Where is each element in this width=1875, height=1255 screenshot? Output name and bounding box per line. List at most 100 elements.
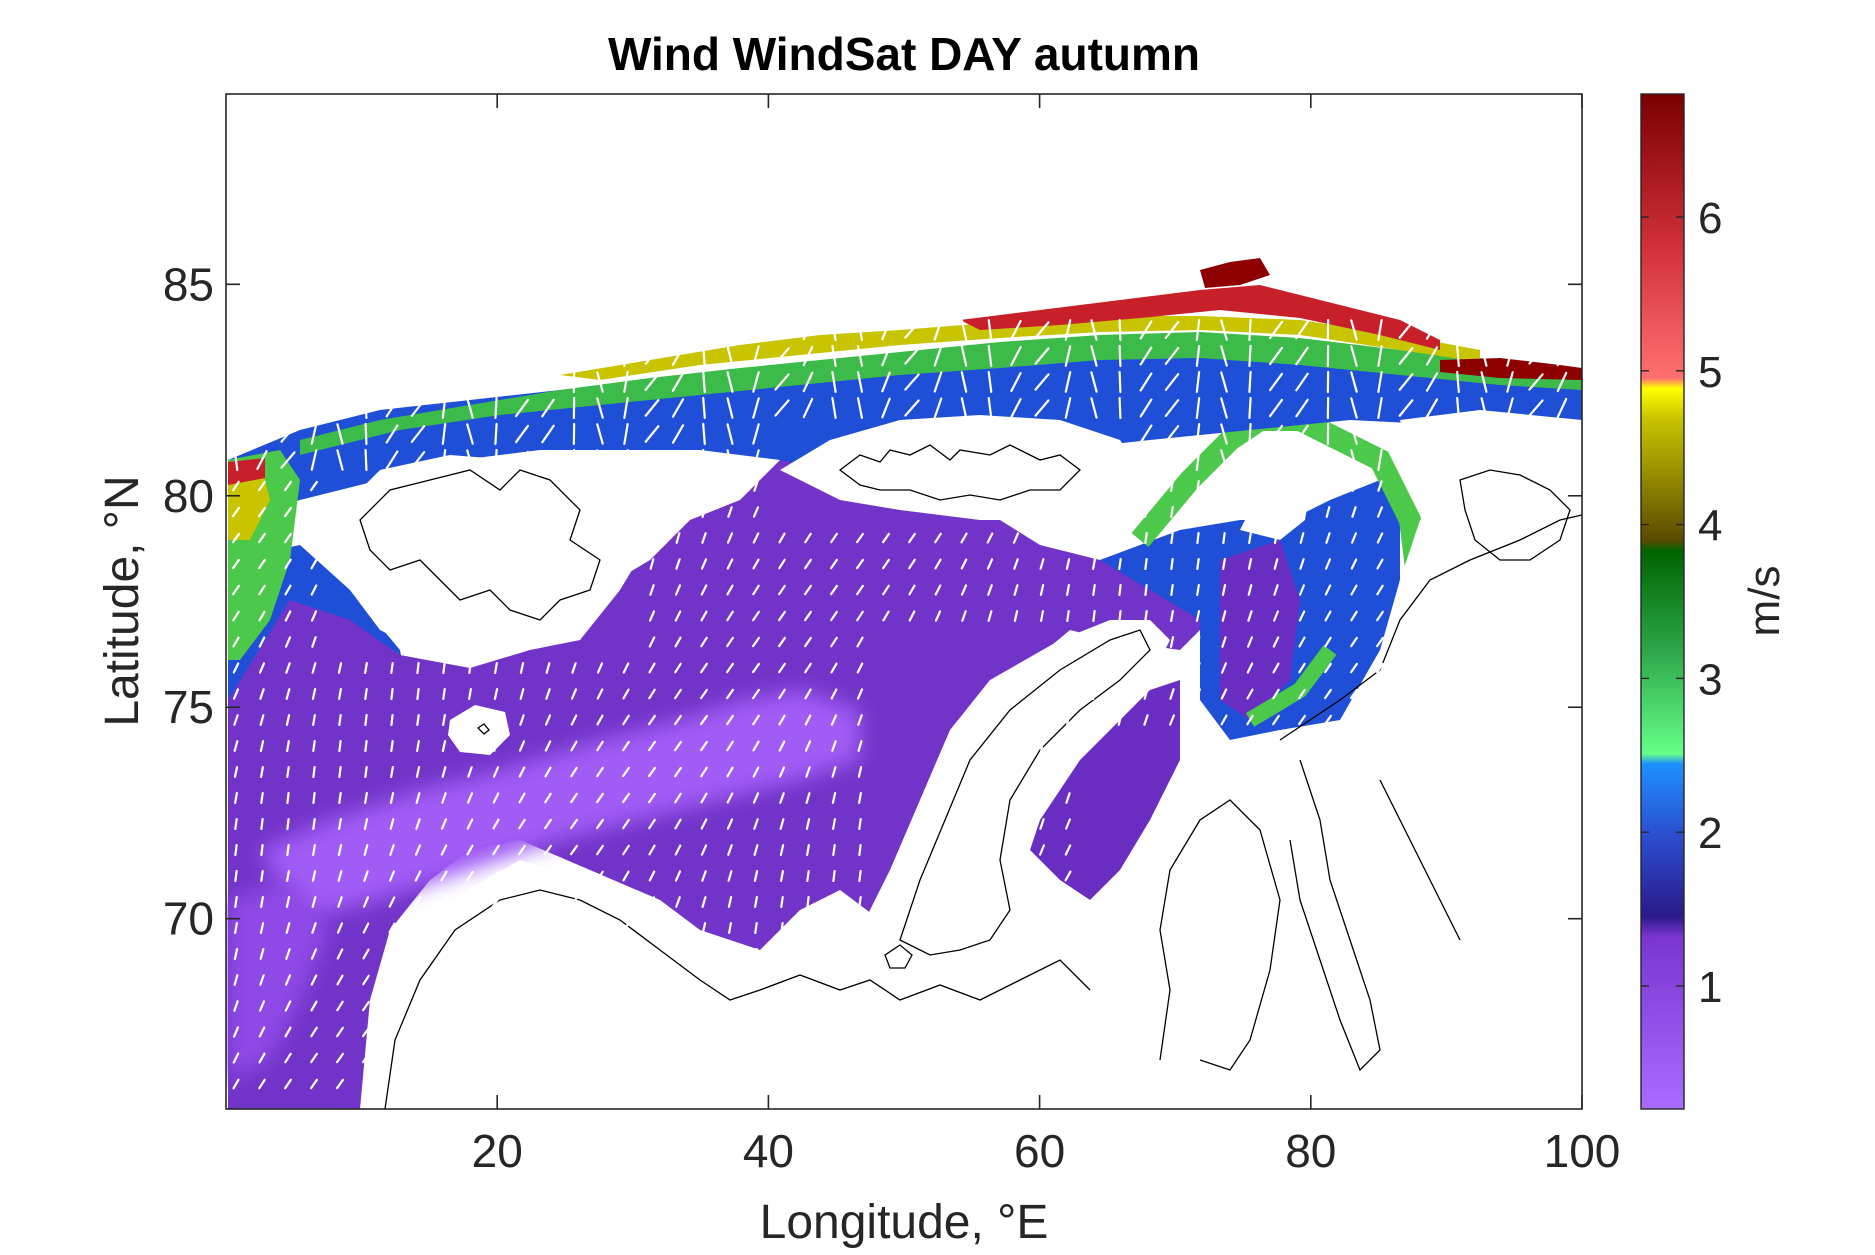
- wind-arrow: [443, 689, 444, 699]
- wind-arrow: [313, 819, 314, 829]
- wind-arrow: [391, 741, 392, 751]
- wind-arrow: [729, 949, 730, 959]
- wind-arrow: [1249, 398, 1250, 418]
- wind-arrow: [1171, 585, 1172, 595]
- wind-arrow: [287, 793, 288, 803]
- wind-arrow: [1249, 372, 1250, 392]
- wind-arrow: [781, 897, 782, 907]
- cbar-tick-label-5: 5: [1698, 348, 1722, 397]
- x-tick-labels: 20 40 60 80 100: [472, 1125, 1621, 1177]
- wind-arrow: [1223, 507, 1224, 517]
- wind-arrow: [495, 346, 496, 366]
- wind-arrow: [313, 767, 314, 777]
- wind-arrow: [235, 845, 236, 855]
- wind-arrow: [1249, 481, 1250, 491]
- wind-arrow: [1223, 481, 1224, 491]
- wind-arrow: [495, 398, 496, 418]
- y-tick-label-70: 70: [163, 893, 214, 945]
- wind-arrow: [365, 689, 366, 699]
- wind-arrow: [755, 923, 756, 933]
- wind-arrow: [1120, 398, 1121, 418]
- wind-arrow: [1119, 559, 1120, 569]
- wind-arrow: [1197, 533, 1198, 543]
- x-tick-label-60: 60: [1014, 1125, 1065, 1177]
- wind-arrow: [1067, 611, 1068, 621]
- wind-arrow: [651, 481, 652, 491]
- wind-arrow: [365, 767, 366, 777]
- wind-arrow: [807, 897, 808, 907]
- wind-arrow: [339, 715, 340, 725]
- x-tick-label-80: 80: [1285, 1125, 1336, 1177]
- wind-arrow: [755, 949, 756, 959]
- x-tick-label-40: 40: [743, 1125, 794, 1177]
- wind-arrow: [1145, 611, 1146, 621]
- colorbar-label: m/s: [1740, 566, 1789, 637]
- y-axis-label: Latitude, °N: [96, 475, 149, 726]
- cbar-tick-label-4: 4: [1698, 502, 1722, 551]
- wind-arrow: [261, 845, 262, 855]
- wind-arrow: [1119, 611, 1120, 621]
- wind-arrow: [235, 819, 236, 829]
- wind-arrow: [807, 949, 808, 959]
- wind-arrow: [261, 871, 262, 881]
- wind-arrow: [703, 346, 705, 366]
- wind-arrow: [833, 871, 834, 881]
- wind-arrow: [313, 741, 314, 751]
- wind-arrow: [443, 663, 444, 673]
- y-tick-label-75: 75: [163, 681, 214, 733]
- wind-arrow: [1067, 689, 1068, 699]
- y-tick-labels: 70 75 80 85: [163, 258, 214, 944]
- wind-arrow: [495, 424, 496, 444]
- x-tick-label-100: 100: [1544, 1125, 1621, 1177]
- wind-arrow: [807, 923, 808, 933]
- wind-arrow: [469, 663, 470, 673]
- wind-arrow: [287, 845, 288, 855]
- wind-arrow: [1093, 611, 1094, 621]
- wind-arrow: [391, 689, 392, 699]
- wind-arrow: [339, 767, 340, 777]
- cbar-tick-label-3: 3: [1698, 655, 1722, 704]
- wind-arrow: [781, 949, 782, 959]
- wind-arrow: [339, 793, 340, 803]
- wind-arrow: [287, 819, 288, 829]
- wind-arrow: [287, 767, 288, 777]
- wind-arrow: [366, 320, 367, 340]
- wind-arrow: [1120, 346, 1121, 366]
- wind-arrow: [833, 923, 834, 933]
- wind-arrow: [1249, 320, 1250, 340]
- wind-arrow: [365, 741, 366, 751]
- wind-arrow: [1197, 559, 1198, 569]
- wind-arrow: [1093, 585, 1094, 595]
- wind-arrow: [261, 819, 262, 829]
- wind-arrow: [703, 398, 705, 418]
- wind-arrow: [365, 715, 366, 725]
- wind-arrow: [1119, 585, 1120, 595]
- wind-arrow: [859, 897, 860, 907]
- wind-arrow: [703, 320, 705, 340]
- x-axis-label: Longitude, °E: [760, 1196, 1049, 1249]
- wind-arrow: [495, 320, 496, 340]
- wind-arrow: [859, 871, 860, 881]
- wind-arrow: [703, 424, 705, 444]
- wind-arrow: [495, 372, 496, 392]
- wind-arrow: [417, 663, 418, 673]
- wind-arrow: [391, 715, 392, 725]
- wind-arrow: [366, 372, 367, 392]
- wind-arrow: [366, 424, 367, 444]
- x-tick-label-20: 20: [472, 1125, 523, 1177]
- wind-arrow: [1249, 424, 1250, 444]
- y-tick-label-80: 80: [163, 470, 214, 522]
- wind-arrow: [1171, 507, 1172, 517]
- colorbar: [1641, 94, 1684, 1109]
- wind-arrow: [1249, 507, 1250, 517]
- cbar-tick-label-2: 2: [1698, 809, 1722, 858]
- y-tick-label-85: 85: [163, 258, 214, 310]
- wind-arrow: [1249, 346, 1250, 366]
- wind-arrow: [417, 689, 418, 699]
- wind-arrow: [833, 845, 834, 855]
- wind-arrow: [1171, 533, 1172, 543]
- wind-arrow: [1249, 450, 1250, 470]
- wind-arrow: [807, 871, 808, 881]
